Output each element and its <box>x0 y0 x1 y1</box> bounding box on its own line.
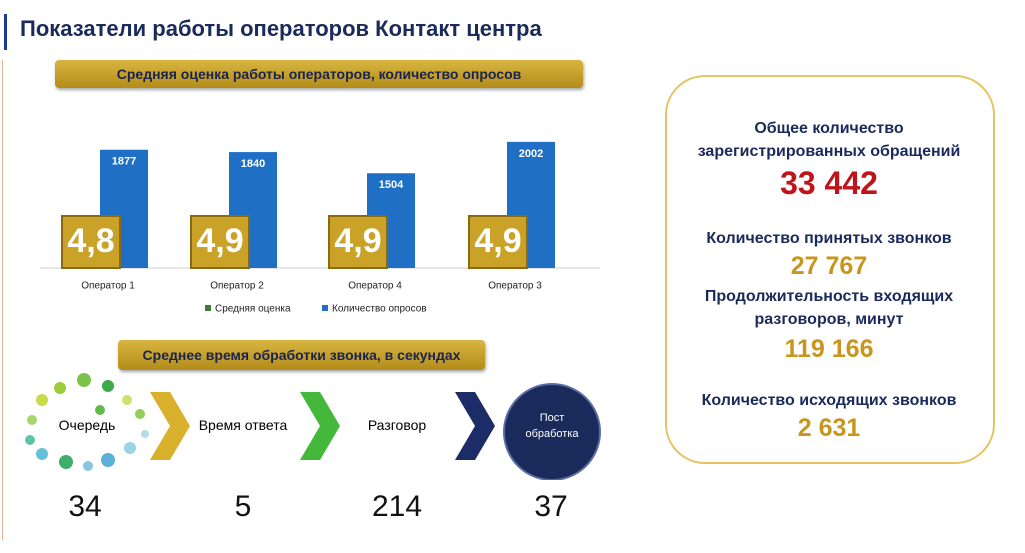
stat-label: Количество исходящих звонков <box>701 392 957 409</box>
data-label: 2002 <box>519 148 543 160</box>
step-value: 214 <box>371 490 423 523</box>
chevron <box>455 392 495 460</box>
data-label: 1877 <box>112 156 136 168</box>
stat-value: 2 631 <box>797 414 861 442</box>
page-title: Показатели работы операторов Контакт цен… <box>20 16 542 41</box>
step-label: Разговор <box>367 417 427 433</box>
stat-value: 33 442 <box>780 165 878 201</box>
score-box <box>61 215 121 269</box>
chart-banner: Средняя оценка работы операторов, количе… <box>55 60 583 88</box>
stat-value: 119 166 <box>784 335 874 363</box>
queue-dots <box>25 373 149 471</box>
score-label: 4,8 <box>67 222 114 260</box>
data-label: 1840 <box>241 158 265 170</box>
step-label: Время ответа <box>198 417 288 433</box>
chart: Оператор 1 1877 4,8 Оператор 2 1840 4,9 Операт… <box>40 141 600 315</box>
accent-bar <box>4 14 7 50</box>
step-value: 5 <box>234 490 252 523</box>
x-tick-label: Оператор 4 <box>348 281 402 292</box>
chevron <box>300 392 340 460</box>
chevron <box>150 392 190 460</box>
process-banner: Среднее время обработки звонка, в секунд… <box>118 340 485 370</box>
stat-value: 27 767 <box>790 252 868 280</box>
score-box <box>328 215 388 269</box>
step-value: 34 <box>68 490 102 523</box>
step-label: Пост обработка <box>525 412 579 440</box>
x-tick-label: Оператор 3 <box>488 281 542 292</box>
stat-label: Количество принятых звонков <box>706 230 952 247</box>
score-label: 4,9 <box>474 222 521 260</box>
data-label: 1504 <box>379 179 404 191</box>
side-line <box>2 60 3 540</box>
score-label: 4,9 <box>334 222 381 260</box>
legend-label: Количество опросов <box>332 304 427 315</box>
process-graphics <box>25 373 601 480</box>
x-tick-label: Оператор 2 <box>210 281 264 292</box>
score-label: 4,9 <box>196 222 243 260</box>
step-circle <box>503 383 601 480</box>
stat-label: Продолжительность входящих разговоров, м… <box>704 288 954 328</box>
x-tick-label: Оператор 1 <box>81 281 135 292</box>
legend-swatch <box>322 305 328 311</box>
score-box <box>190 215 250 269</box>
stats-panel <box>665 75 995 464</box>
legend-swatch <box>205 305 211 311</box>
legend-label: Средняя оценка <box>215 304 291 315</box>
score-box <box>468 215 528 269</box>
step-label: Очередь <box>58 417 116 433</box>
step-value: 37 <box>534 490 568 523</box>
stat-label: Общее количество зарегистрированных обра… <box>697 120 961 160</box>
